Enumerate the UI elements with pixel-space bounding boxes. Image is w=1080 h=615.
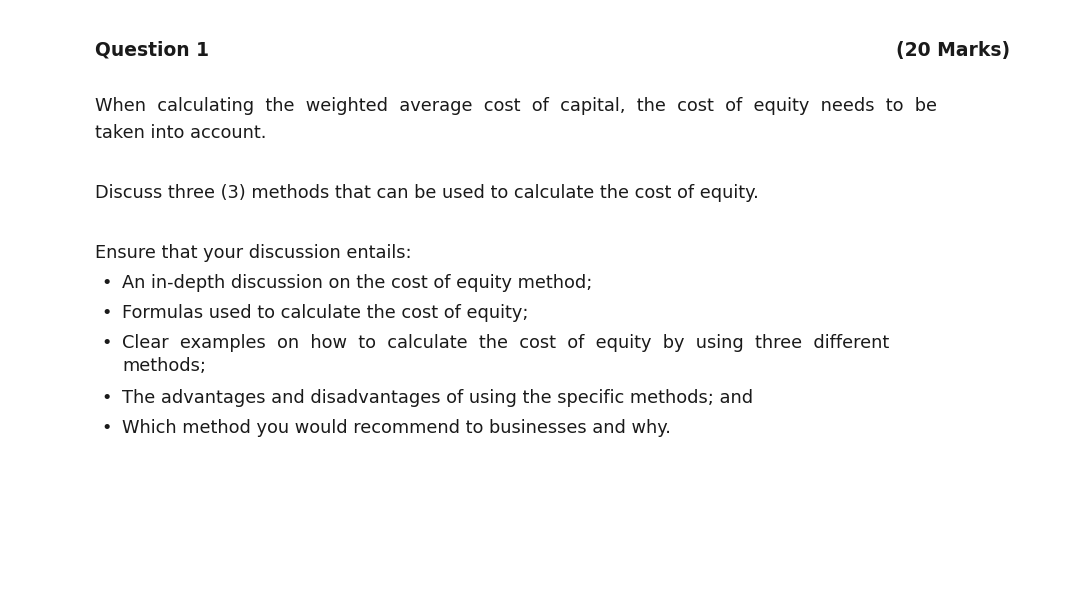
Text: Discuss three (3) methods that can be used to calculate the cost of equity.: Discuss three (3) methods that can be us… (95, 184, 759, 202)
Text: An in-depth discussion on the cost of equity method;: An in-depth discussion on the cost of eq… (122, 274, 592, 292)
Text: •: • (102, 304, 111, 322)
Text: (20 Marks): (20 Marks) (896, 41, 1010, 60)
Text: methods;: methods; (122, 357, 206, 375)
Text: When  calculating  the  weighted  average  cost  of  capital,  the  cost  of  eq: When calculating the weighted average co… (95, 97, 937, 115)
Text: •: • (102, 389, 111, 407)
Text: Which method you would recommend to businesses and why.: Which method you would recommend to busi… (122, 419, 671, 437)
Text: •: • (102, 419, 111, 437)
Text: Ensure that your discussion entails:: Ensure that your discussion entails: (95, 244, 411, 262)
Text: taken into account.: taken into account. (95, 124, 267, 142)
Text: •: • (102, 334, 111, 352)
Text: •: • (102, 274, 111, 292)
Text: Question 1: Question 1 (95, 41, 210, 60)
Text: The advantages and disadvantages of using the specific methods; and: The advantages and disadvantages of usin… (122, 389, 753, 407)
Text: Formulas used to calculate the cost of equity;: Formulas used to calculate the cost of e… (122, 304, 528, 322)
Text: Clear  examples  on  how  to  calculate  the  cost  of  equity  by  using  three: Clear examples on how to calculate the c… (122, 334, 889, 352)
